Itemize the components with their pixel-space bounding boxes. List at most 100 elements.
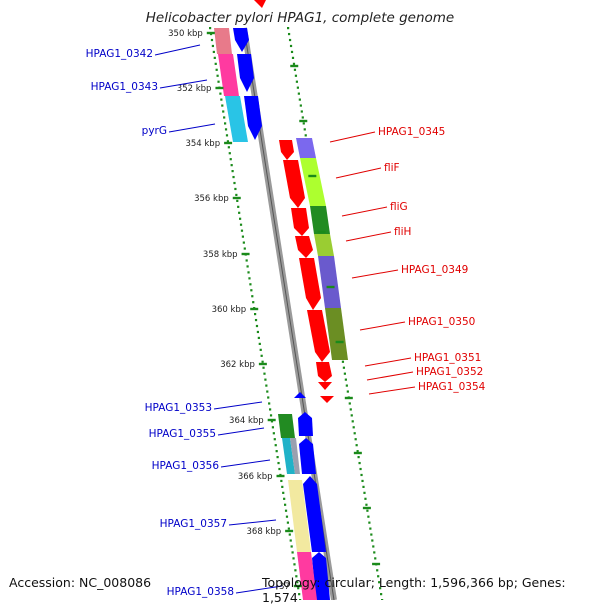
gene-block-flih[interactable] <box>314 234 334 256</box>
track-dot <box>268 402 271 405</box>
track-dot <box>271 426 275 429</box>
track-dot <box>228 152 231 155</box>
track-dot <box>225 134 229 137</box>
gene-label[interactable]: HPAG1_0343 <box>91 81 158 93</box>
track-dot <box>368 521 371 524</box>
track-dot <box>261 360 264 363</box>
gene-leader-line <box>335 167 382 179</box>
gene-arrow[interactable] <box>279 140 294 160</box>
gene-arrow[interactable] <box>299 438 316 474</box>
gene-block-hpag1-0356[interactable] <box>282 438 295 474</box>
track-dot <box>264 378 267 381</box>
track-dot <box>341 360 345 363</box>
gene-block-hpag1-0345[interactable] <box>296 138 316 158</box>
accession-text: Accession: NC_008086 <box>9 575 152 590</box>
gene-leader-line <box>154 44 201 56</box>
track-dot <box>222 110 225 113</box>
minus-strand-blocks <box>296 138 348 360</box>
gene-arrow[interactable] <box>320 396 334 403</box>
gene-label[interactable]: HPAG1_0355 <box>149 428 216 440</box>
track-dot <box>364 497 367 500</box>
gene-label[interactable]: fliG <box>390 201 408 213</box>
track-dot <box>267 396 270 399</box>
track-dot <box>280 479 283 483</box>
gene-arrow[interactable] <box>237 54 254 92</box>
gene-arrow[interactable] <box>318 382 332 390</box>
gene-arrow[interactable] <box>299 258 321 310</box>
track-dot <box>298 98 301 101</box>
track-dot <box>282 491 285 494</box>
gene-arrow[interactable] <box>298 412 313 436</box>
gene-label[interactable]: HPAG1_0350 <box>408 316 475 328</box>
track-dot <box>259 348 262 351</box>
gene-arrow[interactable] <box>312 552 330 600</box>
track-dot <box>297 92 300 95</box>
track-dot <box>297 587 300 590</box>
track-dot <box>302 122 305 125</box>
top-gene-arrow[interactable] <box>254 0 266 8</box>
gene-label[interactable]: HPAG1_0349 <box>401 264 468 276</box>
track-dot <box>249 283 252 286</box>
track-dot <box>379 587 382 590</box>
gene-arrow[interactable] <box>244 96 262 140</box>
gene-arrow[interactable] <box>294 392 306 398</box>
track-dot <box>352 426 355 429</box>
gene-block-flig[interactable] <box>310 206 330 234</box>
track-dot <box>286 521 290 524</box>
gene-label[interactable]: fliH <box>394 226 411 238</box>
gene-label[interactable]: HPAG1_0353 <box>145 402 212 414</box>
gene-label[interactable]: HPAG1_0345 <box>378 126 445 138</box>
track-dot <box>285 515 289 518</box>
gene-block-hpag1-0358[interactable] <box>297 552 317 600</box>
gene-arrow[interactable] <box>291 208 309 236</box>
gene-label[interactable]: HPAG1_0358 <box>167 586 234 598</box>
track-dot <box>263 372 266 375</box>
track-dot <box>275 450 278 453</box>
gene-arrow[interactable] <box>295 236 313 258</box>
minus-strand-arrows <box>279 140 334 403</box>
track-dot <box>291 551 294 554</box>
gene-leader-line <box>168 123 216 133</box>
track-dot <box>284 509 288 512</box>
gene-label[interactable]: HPAG1_0356 <box>152 460 220 472</box>
track-dot <box>239 223 243 226</box>
track-dot <box>274 444 277 447</box>
gene-arrow[interactable] <box>307 310 330 362</box>
gene-block-pyrg[interactable] <box>225 96 248 142</box>
gene-label[interactable]: HPAG1_0342 <box>86 48 153 60</box>
gene-arrow[interactable] <box>233 28 249 52</box>
kbp-label: 358 kbp <box>203 250 238 260</box>
track-dot <box>295 575 298 578</box>
gene-label[interactable]: HPAG1_0351 <box>414 352 481 364</box>
gene-leader-line <box>329 131 376 143</box>
gene-block-flif[interactable] <box>300 158 326 206</box>
gene-leader-line <box>341 206 388 217</box>
track-dot <box>284 503 287 506</box>
track-dot <box>247 271 250 274</box>
gene-label[interactable]: HPAG1_0357 <box>160 518 227 530</box>
gene-leader-line <box>359 321 406 331</box>
gene-block-hpag1-0343[interactable] <box>218 54 239 96</box>
gene-arrow[interactable] <box>303 476 326 552</box>
track-dot <box>256 330 260 334</box>
gene-block-hpag1-0356b[interactable] <box>290 438 300 474</box>
gene-block-hpag1-0349[interactable] <box>318 256 341 308</box>
gene-label[interactable]: HPAG1_0352 <box>416 366 483 378</box>
gene-leader-line <box>345 231 392 242</box>
gene-block-hpag1-0355[interactable] <box>278 414 295 438</box>
track-dot <box>303 128 306 131</box>
gene-label[interactable]: HPAG1_0354 <box>418 381 486 393</box>
gene-leader-line <box>213 401 263 410</box>
gene-block-hpag1-0357[interactable] <box>288 480 311 552</box>
track-dot <box>210 38 214 42</box>
gene-label[interactable]: pyrG <box>142 125 167 137</box>
gene-arrow[interactable] <box>283 160 305 208</box>
gene-block-hpag1-0350[interactable] <box>325 308 348 360</box>
track-dot <box>241 235 245 238</box>
gene-block-hpag1-0342[interactable] <box>214 28 232 54</box>
gene-leader-line <box>364 357 412 367</box>
gene-arrow[interactable] <box>316 362 332 382</box>
gene-label[interactable]: fliF <box>384 162 400 174</box>
track-dot <box>227 146 230 149</box>
